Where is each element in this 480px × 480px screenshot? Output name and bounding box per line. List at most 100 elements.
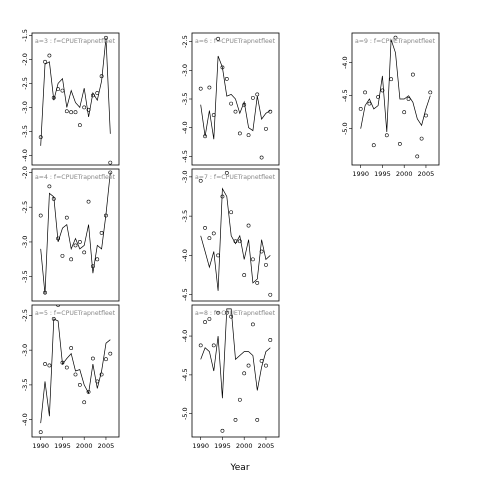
observed-point — [363, 90, 367, 95]
observed-point — [406, 97, 411, 101]
y-tick-label: -3.5 — [181, 210, 189, 223]
y-tick-label: -4.5 — [181, 288, 189, 301]
y-tick-label: -4.0 — [181, 121, 189, 134]
observed-point — [380, 88, 385, 93]
panel-2: -3.5 -3.0 -2.5 -2.0 a=4 : f=CPUETrapnetfleet — [21, 166, 120, 302]
panel-frame — [191, 304, 280, 438]
observed-point — [60, 360, 65, 365]
observed-point — [56, 236, 61, 241]
x-tick-label: 2000 — [396, 170, 413, 178]
observed-point — [43, 59, 47, 64]
observed-point — [203, 320, 207, 324]
panel-plot-area: a=5 : f=CPUETrapnetfleet — [35, 305, 116, 435]
fitted-line — [40, 172, 111, 295]
panel-7: -5.0 -4.5 -4.0 1990 1995 2000 2005 a=9 : f=CPUE… — [341, 32, 440, 178]
x-tick-label: 1995 — [54, 442, 71, 450]
observed-point — [250, 95, 255, 100]
panel-1: -4.0 -3.5 -3.0 -2.5 -2.0 -1.5 a=3 : f=CPUETrap… — [21, 29, 120, 166]
observed-point — [198, 178, 203, 183]
fitted-line — [200, 187, 271, 291]
observed-point — [51, 95, 56, 100]
observed-point — [389, 77, 394, 82]
y-tick-label: -2.5 — [21, 77, 29, 90]
x-tick-label: 1990 — [32, 442, 49, 450]
observed-point — [367, 101, 372, 106]
observed-point — [60, 88, 65, 93]
fitted-line — [200, 308, 271, 399]
observed-point — [198, 343, 203, 348]
observed-point — [51, 316, 56, 321]
observed-point — [424, 113, 428, 118]
observed-point — [38, 213, 43, 218]
observed-point — [95, 379, 100, 384]
observed-point — [216, 36, 221, 41]
observed-point — [99, 231, 104, 235]
observed-point — [229, 314, 234, 319]
fitted-line — [200, 55, 271, 140]
y-tick-label: -3.0 — [181, 171, 189, 184]
observed-point — [73, 372, 78, 377]
observed-point — [91, 356, 95, 361]
panel-frame — [31, 168, 120, 302]
x-tick-label: 1990 — [352, 170, 369, 178]
y-tick-label: -3.0 — [21, 236, 29, 249]
observed-point — [428, 90, 433, 95]
y-tick-label: -4.0 — [341, 56, 349, 69]
observed-point — [250, 257, 255, 262]
observed-point — [242, 371, 247, 376]
observed-point — [43, 362, 47, 366]
panel-label: a=3 : f=CPUETrapnetfleet — [35, 38, 116, 45]
y-tick-label: -4.5 — [341, 89, 349, 102]
observed-point — [268, 338, 273, 342]
observed-point — [207, 317, 212, 321]
panel-label: a=9 : f=CPUETrapnetfleet — [355, 38, 436, 45]
y-tick-label: -3.0 — [181, 64, 189, 77]
observed-point — [419, 136, 424, 141]
observed-point — [38, 135, 43, 140]
observed-point — [104, 213, 108, 218]
observed-point — [86, 199, 91, 204]
observed-point — [397, 141, 402, 146]
x-tick-label: 2005 — [418, 170, 435, 178]
x-tick-label: 1990 — [192, 442, 209, 450]
y-tick-label: -2.0 — [21, 53, 29, 66]
observed-point — [224, 171, 229, 175]
observed-point — [86, 389, 91, 394]
observed-point — [99, 74, 104, 79]
observed-point — [259, 249, 264, 254]
observed-point — [207, 85, 212, 90]
observed-point — [64, 215, 69, 220]
observed-point — [371, 143, 376, 148]
observed-point — [203, 134, 207, 139]
fitted-line — [360, 39, 431, 133]
observed-point — [104, 357, 108, 362]
observed-point — [259, 155, 264, 160]
y-tick-label: -4.5 — [181, 369, 189, 382]
y-tick-label: -3.0 — [21, 101, 29, 114]
panel-plot-area: a=9 : f=CPUETrapnetfleet — [355, 35, 436, 159]
panel-plot-area: a=7 : f=CPUETrapnetfleet — [195, 171, 276, 297]
observed-point — [56, 305, 60, 307]
panel-5: -4.5 -4.0 -3.5 -3.0 a=7 : f=CPUETrapnetfleet — [181, 168, 280, 302]
observed-point — [82, 105, 87, 110]
observed-point — [108, 160, 113, 165]
y-tick-label: -3.5 — [181, 93, 189, 106]
observed-point — [64, 109, 69, 114]
observed-point — [211, 231, 216, 236]
observed-point — [77, 123, 82, 128]
observed-point — [38, 430, 43, 435]
observed-point — [104, 35, 108, 40]
observed-point — [77, 240, 82, 244]
observed-point — [60, 253, 65, 258]
y-tick-label: -4.0 — [181, 249, 189, 262]
x-tick-label: 1995 — [374, 170, 391, 178]
observed-point — [47, 184, 52, 189]
panel-label: a=7 : f=CPUETrapnetfleet — [195, 174, 276, 181]
observed-point — [95, 91, 100, 95]
observed-point — [242, 273, 247, 277]
observed-point — [69, 110, 74, 115]
panel-6: -5.0 -4.5 -4.0 1990 1995 2000 2005 a=8 : f=CPUE… — [181, 304, 280, 450]
observed-point — [69, 257, 74, 262]
observed-point — [207, 236, 212, 241]
observed-point — [264, 126, 268, 131]
